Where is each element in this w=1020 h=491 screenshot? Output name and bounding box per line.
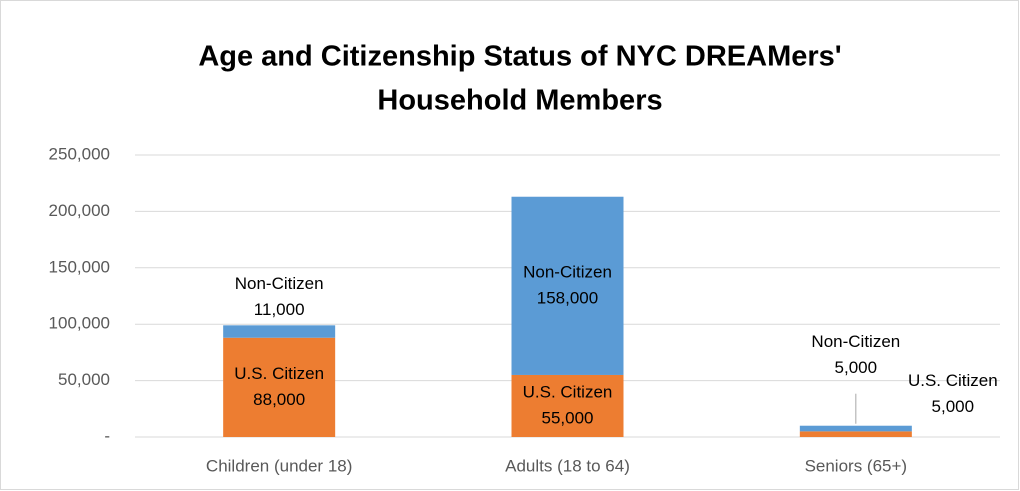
y-tick-label: -: [104, 426, 110, 445]
y-tick-label: 100,000: [49, 314, 110, 333]
data-label: 158,000: [537, 288, 598, 307]
x-tick-label: Children (under 18): [206, 456, 352, 475]
x-tick-label: Seniors (65+): [805, 456, 908, 475]
data-label-name: Non-Citizen: [235, 274, 324, 293]
bar-segment: [223, 337, 336, 437]
data-label: 5,000: [835, 358, 878, 377]
data-label-name: U.S. Citizen: [234, 364, 324, 383]
data-label-name: Non-Citizen: [523, 262, 612, 281]
y-tick-label: 200,000: [49, 201, 110, 220]
data-label: 5,000: [932, 397, 975, 416]
bar-segment: [223, 325, 336, 338]
data-label-name: Non-Citizen: [811, 332, 900, 351]
bar-segment: [799, 431, 912, 437]
data-label: 55,000: [542, 408, 594, 427]
bar-segment: [511, 374, 624, 437]
bar-segment: [799, 425, 912, 432]
data-label: 11,000: [254, 300, 305, 319]
chart-title: Age and Citizenship Status of NYC DREAMe…: [198, 41, 841, 73]
data-label-name: U.S. Citizen: [523, 382, 613, 401]
data-label: 88,000: [253, 390, 305, 409]
x-tick-label: Adults (18 to 64): [505, 456, 630, 475]
y-tick-label: 50,000: [58, 370, 110, 389]
chart-title: Household Members: [377, 85, 662, 117]
bar-segment: [511, 196, 624, 375]
y-tick-label: 150,000: [49, 257, 110, 276]
data-label-name: U.S. Citizen: [908, 371, 998, 390]
y-tick-label: 250,000: [49, 144, 110, 163]
